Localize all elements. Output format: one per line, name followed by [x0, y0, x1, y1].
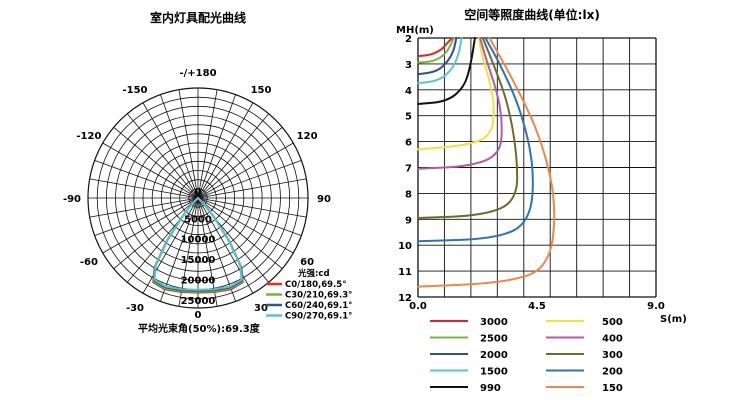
polar-angle-label: -120: [76, 131, 101, 142]
polar-series-line: [153, 197, 243, 291]
y-axis-title: MH(m): [396, 25, 434, 36]
isolux-series-line: [417, 37, 476, 105]
isolux-chart-title: 空间等照度曲线(单位:lx): [464, 7, 600, 22]
isolux-legend-label: 400: [602, 334, 623, 345]
polar-spoke: [160, 197, 199, 302]
isolux-legend-label: 150: [602, 383, 623, 394]
polar-angle-label: -/+180: [179, 68, 216, 79]
polar-spoke: [160, 94, 199, 199]
polar-angle-label: 150: [251, 85, 272, 96]
polar-legend-label: C0/180,69.5°: [285, 280, 346, 290]
isolux-legend-label: 2000: [480, 350, 508, 361]
polar-unit-label: 光强:cd: [297, 268, 330, 279]
polar-spoke: [102, 197, 199, 254]
isolux-series-line: [417, 37, 455, 64]
isolux-series-line: [417, 37, 495, 151]
y-tick-label: 12: [398, 293, 412, 304]
isolux-legend-label: 2500: [480, 334, 508, 345]
polar-legend-label: C90/270,69.1°: [285, 312, 352, 322]
isolux-legend-label: 300: [602, 350, 623, 361]
y-tick-label: 5: [405, 112, 412, 123]
isolux-legend-label: 500: [602, 317, 623, 328]
polar-spoke: [197, 126, 283, 199]
polar-spoke: [197, 197, 294, 254]
polar-angle-label: 30: [254, 303, 268, 314]
isolux-series-line: [417, 37, 556, 288]
isolux-series-line: [417, 37, 458, 76]
polar-legend-label: C30/210,69.3°: [285, 291, 352, 301]
polar-radial-label: 0: [195, 187, 202, 198]
polar-angle-label: -30: [126, 303, 144, 314]
polar-spoke: [197, 113, 270, 199]
isolux-legend-label: 1500: [480, 367, 508, 378]
isolux-legend-label: 200: [602, 367, 623, 378]
isolux-series-line: [417, 37, 454, 58]
polar-spoke: [197, 178, 307, 199]
polar-angle-label: 60: [300, 257, 314, 268]
x-axis-title: S(m): [660, 314, 687, 325]
beam-angle-note: 平均光束角(50%):69.3度: [138, 322, 261, 335]
x-tick-label: 9.0: [647, 301, 665, 312]
isolux-legend-label: 990: [480, 383, 501, 394]
isolux-chart: 空间等照度曲线(单位:lx) MH(m) S(m) 2 3 4 5 6 7 8 9 10 11 120.0…: [396, 7, 687, 394]
polar-spoke: [197, 142, 294, 199]
isolux-series-line: [417, 37, 519, 219]
polar-spoke: [197, 197, 254, 294]
polar-radial-label: 25000: [181, 296, 216, 307]
polar-spoke: [89, 197, 199, 218]
polar-spoke: [197, 102, 254, 199]
polar-spoke: [197, 94, 236, 199]
polar-angle-label: 0: [195, 310, 202, 321]
polar-radial-label: 15000: [181, 255, 216, 266]
y-tick-label: 2: [405, 34, 412, 45]
y-tick-label: 4: [405, 86, 412, 97]
polar-spoke: [197, 197, 283, 270]
polar-spoke: [142, 197, 199, 294]
y-tick-label: 3: [405, 60, 412, 71]
polar-angle-label: -60: [80, 257, 98, 268]
polar-angle-label: -150: [122, 85, 147, 96]
y-tick-label: 9: [405, 215, 412, 226]
polar-radial-label: 10000: [181, 235, 216, 246]
polar-spoke: [126, 113, 199, 199]
polar-chart: 室内灯具配光曲线 -/+180 -150 150 -120 120 -90 90 -60 60 -3…: [63, 10, 352, 335]
polar-spoke: [113, 197, 199, 270]
polar-angle-label: 120: [297, 131, 318, 142]
x-tick-label: 0.0: [409, 301, 427, 312]
x-tick-label: 4.5: [528, 301, 546, 312]
y-tick-label: 7: [405, 164, 412, 175]
y-tick-label: 11: [398, 267, 412, 278]
isolux-series-line: [417, 37, 534, 243]
isolux-series-line: [417, 37, 503, 170]
y-tick-label: 10: [398, 241, 412, 252]
polar-spoke: [197, 89, 218, 199]
polar-spoke: [142, 102, 199, 199]
polar-spoke: [113, 126, 199, 199]
polar-radial-label: 5000: [184, 214, 212, 225]
y-tick-label: 8: [405, 189, 412, 200]
polar-spoke: [197, 197, 236, 302]
y-tick-label: 6: [405, 138, 412, 149]
polar-legend-label: C60/240,69.1°: [285, 301, 352, 311]
isolux-legend-label: 3000: [480, 317, 508, 328]
polar-chart-title: 室内灯具配光曲线: [150, 10, 246, 25]
polar-radial-label: 20000: [181, 276, 216, 287]
polar-spoke: [197, 197, 307, 218]
polar-spoke: [197, 160, 302, 199]
isolux-series-line: [417, 37, 463, 85]
polar-spoke: [197, 197, 302, 236]
polar-spoke: [94, 197, 199, 236]
polar-spoke: [89, 178, 199, 199]
polar-angle-label: 90: [317, 194, 331, 205]
polar-spoke: [102, 142, 199, 199]
polar-angle-label: -90: [63, 194, 81, 205]
polar-spoke: [94, 160, 199, 199]
polar-spoke: [178, 89, 199, 199]
